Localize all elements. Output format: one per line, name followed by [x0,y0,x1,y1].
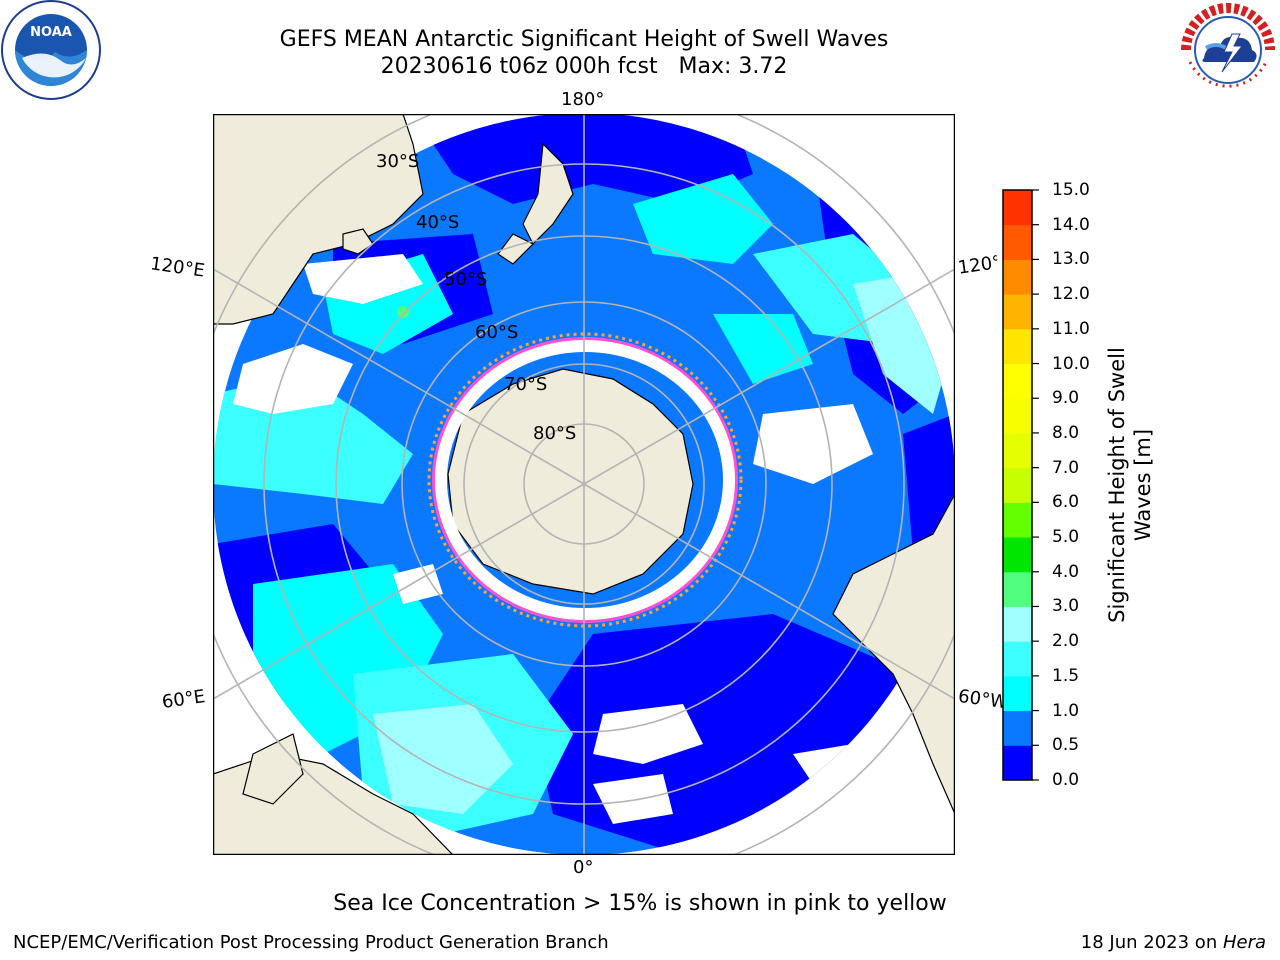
noaa-logo-icon: NOAA [1,0,101,100]
sea-ice-note: Sea Ice Concentration > 15% is shown in … [333,891,947,916]
lon-label-120w: 120°W [956,253,1000,279]
lat-label-40s: 40°S [416,212,460,233]
lon-label-0: 0° [573,857,594,878]
colorbar-tick-label: 15.0 [1052,180,1090,200]
colorbar-bin [1003,745,1032,781]
colorbar-bin [1003,502,1032,538]
footer-date: 18 Jun 2023 on [1080,932,1223,953]
colorbar-tick-label: 3.0 [1052,596,1080,617]
colorbar-label: Significant Height of Swell Waves [m] [1105,347,1155,623]
colorbar-tick-label: 13.0 [1052,249,1090,270]
colorbar-tick-label: 8.0 [1052,422,1080,443]
colorbar-bin [1003,259,1032,295]
colorbar-bin [1003,606,1032,642]
colorbar-tick-label: 11.0 [1052,318,1090,339]
colorbar-bin [1003,190,1032,226]
svg-text:NOAA: NOAA [30,25,72,40]
chart-title: GEFS MEAN Antarctic Significant Height o… [279,27,889,52]
colorbar-bin [1003,432,1032,469]
colorbar-bin [1003,467,1032,503]
footer-machine: Hera [1222,932,1266,953]
colorbar-bin [1003,710,1032,746]
graticule [213,114,955,855]
colorbar-bin [1003,641,1032,677]
colorbar-tick-label: 9.0 [1052,388,1080,409]
colorbar-tick-label: 0.0 [1052,770,1080,790]
colorbar-bin [1003,224,1032,260]
colorbar-bin [1003,363,1032,399]
colorbar-tick-label: 4.0 [1052,561,1080,582]
colorbar-bin [1003,398,1032,434]
footer-credit: NCEP/EMC/Verification Post Processing Pr… [13,932,609,953]
colorbar-tick-label: 10.0 [1052,353,1090,374]
lon-label-180: 180° [561,89,605,110]
lat-label-50s: 50°S [444,269,488,290]
land [213,114,955,855]
colorbar-bin [1003,537,1032,573]
colorbar-tick-label: 14.0 [1052,214,1090,235]
nws-logo-icon [1180,2,1276,98]
colorbar-tick-label: 5.0 [1052,527,1080,548]
lon-label-60w: 60°W [956,686,1008,714]
colorbar-bin [1003,328,1032,365]
colorbar-frame [1002,189,1033,781]
lon-label-120e: 120°E [148,253,206,282]
colorbar-tick-label: 0.5 [1052,735,1080,756]
colorbar-tick-label: 6.0 [1052,492,1080,513]
colorbar-tick-label: 2.0 [1052,631,1080,652]
lat-label-80s: 80°S [533,423,577,444]
colorbar-tick-label: 1.5 [1052,665,1080,686]
polar-map [213,114,955,855]
colorbar-bin [1003,294,1032,330]
lat-label-60s: 60°S [475,322,519,343]
chart-subtitle: 20230616 t06z 000h fcst Max: 3.72 [380,54,788,79]
colorbar-tick-label: 1.0 [1052,700,1080,721]
colorbar-bin [1003,571,1032,607]
colorbar-tick-label: 12.0 [1052,284,1090,305]
footer-timestamp: 18 Jun 2023 on Hera [1081,932,1266,954]
lat-label-30s: 30°S [376,151,420,172]
lat-label-70s: 70°S [504,374,548,395]
colorbar-bin [1003,675,1032,712]
colorbar [1002,189,1039,781]
colorbar-tick-label: 7.0 [1052,457,1080,478]
lon-label-60e: 60°E [160,686,207,713]
sea-ice-edge [427,332,743,628]
